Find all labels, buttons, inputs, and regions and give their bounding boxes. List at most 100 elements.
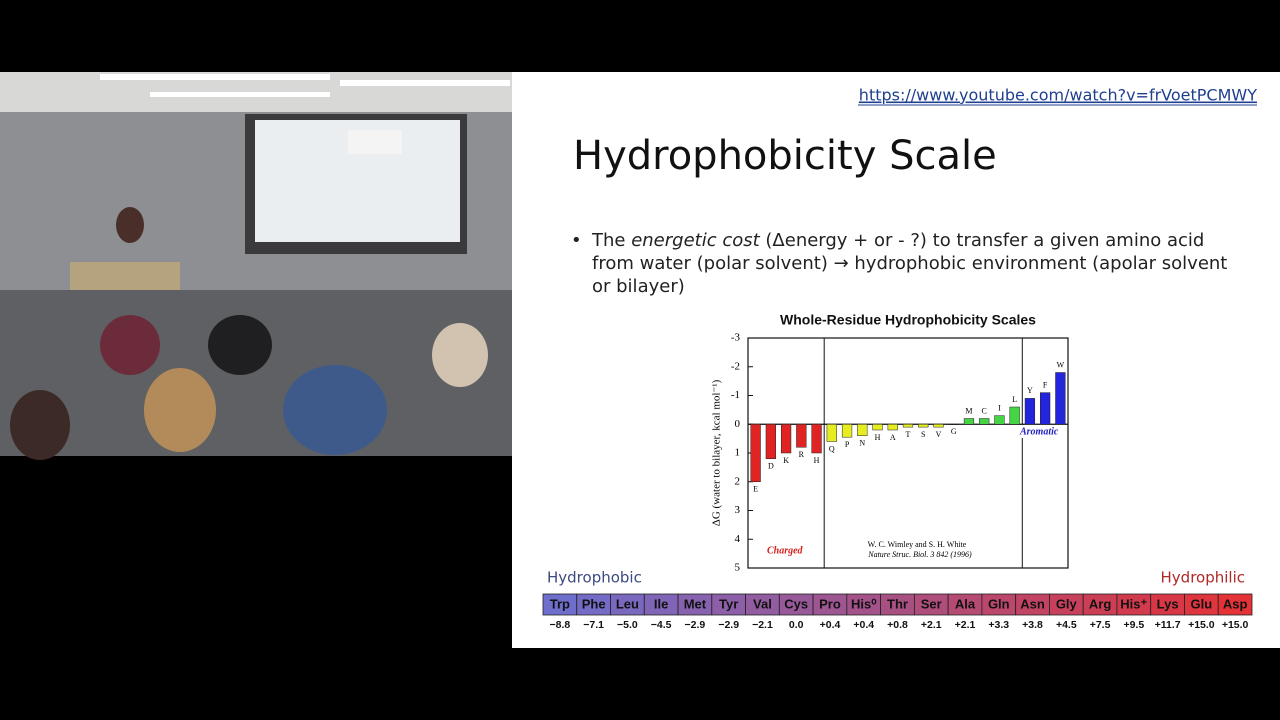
hydrophobicity-chart: Whole-Residue Hydrophobicity Scales ΔG (w…: [711, 312, 1069, 574]
scale-value: +0.8: [887, 619, 908, 631]
bar-category-label: K: [783, 456, 789, 465]
scale-cell: [1217, 593, 1253, 616]
bar: [1009, 406, 1020, 425]
bullet-segment: hydrophobic environment (apolar solvent …: [592, 253, 1228, 297]
bar: [750, 424, 761, 482]
scale-residue: Tyr: [719, 596, 738, 611]
bullet-segment: →: [833, 253, 849, 274]
y-axis-label: ΔG (water to bilayer, kcal mol⁻¹): [711, 379, 723, 526]
bar-category-label: Q: [829, 444, 835, 453]
scale-residue: Asp: [1223, 596, 1248, 611]
scale-value: −2.1: [752, 619, 773, 631]
scale-residue: Glu: [1191, 596, 1213, 611]
scale-residue: Phe: [582, 596, 606, 611]
scale-value: −8.8: [550, 619, 571, 631]
scale-value: +15.0: [1188, 619, 1215, 631]
bar: [902, 424, 914, 428]
scale-value: −5.0: [617, 619, 638, 631]
chart-title: Whole-Residue Hydrophobicity Scales: [780, 312, 1036, 328]
bar-category-label: A: [890, 433, 896, 442]
scale-residue: Pro: [819, 596, 841, 611]
scale-value: +3.8: [1022, 619, 1043, 631]
scale-left-label: Hydrophobic: [547, 569, 642, 587]
scale-residue: Lys: [1157, 596, 1179, 611]
y-tick-label: -3: [731, 332, 741, 344]
speaker: [116, 207, 144, 243]
scale-residue: Asn: [1020, 596, 1045, 611]
bar-category-label: T: [906, 430, 911, 439]
bar: [811, 424, 822, 454]
bar: [979, 418, 990, 425]
scale-residue: Cys: [784, 596, 808, 611]
bar-category-label: L: [1012, 395, 1017, 404]
bullet-segment: energetic cost: [631, 230, 760, 251]
bar-category-label: P: [845, 440, 850, 449]
bar-category-label: N: [859, 439, 865, 448]
bar-category-label: R: [799, 450, 805, 459]
y-tick-label: 1: [735, 447, 741, 459]
bar: [765, 424, 776, 459]
scale-residue: Ile: [654, 596, 668, 611]
student: [432, 323, 488, 387]
scale-value: +3.3: [988, 619, 1009, 631]
y-tick-label: 2: [735, 475, 741, 487]
bar: [887, 424, 898, 431]
bullet-marker: •: [571, 230, 582, 251]
bar-category-label: G: [951, 427, 957, 436]
y-tick-label: 0: [735, 418, 741, 430]
scale-residue: Val: [753, 596, 772, 611]
bar-category-label: I: [998, 403, 1001, 412]
y-tick-label: 5: [735, 562, 741, 574]
bar: [1040, 392, 1051, 425]
scale-value: +15.0: [1222, 619, 1249, 631]
scale-residue: Leu: [616, 596, 639, 611]
scale-value: −7.1: [583, 619, 604, 631]
annotation: Aromatic: [1019, 426, 1059, 437]
bar-category-label: H: [875, 433, 881, 442]
scale-value: 0.0: [789, 619, 804, 631]
scale-value: +2.1: [955, 619, 976, 631]
scale-value: +2.1: [921, 619, 942, 631]
scale-residue: Ser: [921, 596, 942, 611]
ceiling-light: [100, 74, 330, 80]
bar-category-label: W: [1057, 360, 1065, 369]
bar: [826, 424, 837, 442]
bar-category-label: D: [768, 462, 774, 471]
lecture-photo: [0, 72, 512, 460]
bar: [963, 418, 975, 425]
bar-category-label: F: [1043, 380, 1048, 389]
ceiling-light: [340, 80, 510, 86]
citation: Nature Struc. Biol. 3 842 (1996): [867, 550, 972, 559]
scale-residue: Trp: [550, 596, 570, 611]
bar-category-label: H: [814, 456, 820, 465]
scale-residue: Gln: [988, 596, 1010, 611]
bar: [948, 424, 959, 425]
hydrophobicity-scale: Hydrophobic HydrophilicTrp−8.8Phe−7.1Leu−…: [542, 569, 1253, 631]
projector: [348, 130, 402, 154]
bar: [872, 424, 883, 431]
bar: [918, 424, 929, 428]
bar-category-label: E: [753, 485, 758, 494]
desk: [70, 262, 180, 292]
scale-residue: His⁰: [851, 596, 877, 611]
scale-value: −2.9: [685, 619, 706, 631]
video-link[interactable]: https://www.youtube.com/watch?v=frVoetPC…: [859, 86, 1257, 105]
scale-value: +7.5: [1090, 619, 1111, 631]
scale-value: +0.4: [853, 619, 874, 631]
scale-residue: Ala: [955, 596, 976, 611]
scale-residue: Met: [684, 596, 707, 611]
scale-value: +4.5: [1056, 619, 1077, 631]
bullet-segment: (Δenergy + or - ?) to transfer a given a…: [592, 230, 1205, 274]
bar: [933, 424, 944, 428]
y-tick-label: -1: [731, 389, 740, 401]
slide: [512, 72, 1280, 648]
y-tick-label: 4: [735, 533, 741, 545]
scale-residue: Thr: [887, 596, 908, 611]
bar-category-label: S: [921, 430, 925, 439]
scale-value: +9.5: [1123, 619, 1144, 631]
bar-category-label: M: [965, 406, 972, 415]
annotation-bg: [1019, 425, 1065, 438]
annotation: Charged: [767, 545, 804, 556]
bar-category-label: C: [982, 406, 987, 415]
